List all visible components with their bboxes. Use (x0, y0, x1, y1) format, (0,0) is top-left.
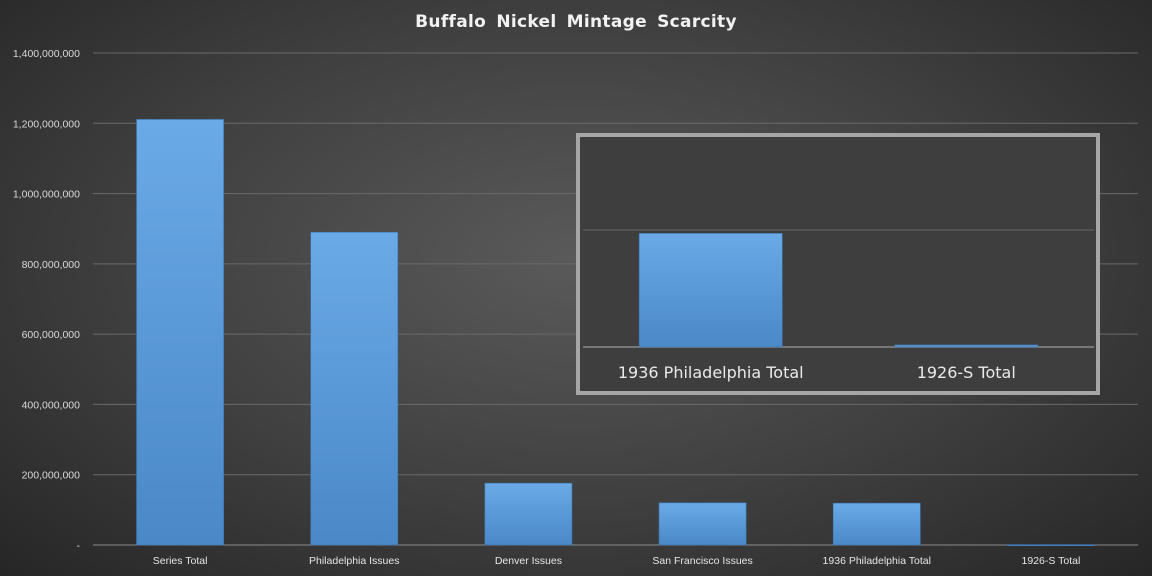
y-tick-label: 1,200,000,000 (13, 118, 80, 130)
x-tick-label: 1936 Philadelphia Total (823, 555, 931, 567)
bar (310, 231, 399, 546)
bar (832, 502, 921, 546)
inset-x-label: 1936 Philadelphia Total (618, 363, 804, 382)
inset-bar (894, 344, 1039, 348)
x-axis-labels: Series Total Philadelphia Issues Denver Is… (153, 555, 1081, 567)
bar (484, 482, 573, 546)
bar (658, 502, 747, 546)
y-axis-ticks: - 200,000,000 400,000,000 600,000,000 800,00… (13, 48, 81, 552)
y-tick-label: 1,000,000,000 (13, 189, 80, 201)
inset-bar (638, 233, 783, 348)
x-tick-label: 1926-S Total (1022, 555, 1081, 567)
bar (136, 119, 224, 546)
inset-zoom: 1936 Philadelphia Total 1926-S Total (576, 133, 1100, 395)
x-tick-label: Series Total (153, 555, 208, 567)
y-tick-label: 800,000,000 (22, 259, 81, 271)
y-tick-label: 600,000,000 (22, 329, 81, 341)
bars (136, 119, 1095, 546)
inset-x-label: 1926-S Total (917, 363, 1016, 382)
y-tick-label: 200,000,000 (22, 470, 81, 482)
x-tick-label: Philadelphia Issues (309, 555, 399, 567)
y-tick-label: 1,400,000,000 (13, 48, 80, 60)
x-tick-label: Denver Issues (495, 555, 562, 567)
bar (1007, 544, 1095, 546)
chart-title: Buffalo Nickel Mintage Scarcity (415, 12, 737, 32)
x-tick-label: San Francisco Issues (652, 555, 752, 567)
y-tick-label: 400,000,000 (22, 399, 81, 411)
y-tick-label: - (77, 540, 81, 552)
